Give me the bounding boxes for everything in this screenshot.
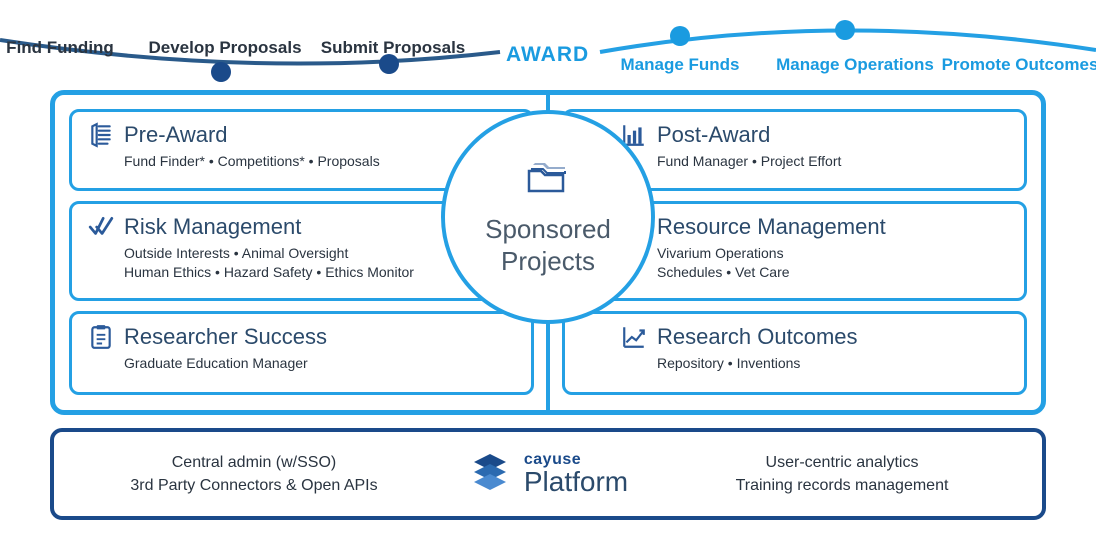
tl-manage-funds: Manage Funds — [620, 55, 739, 75]
card-sub-text: Graduate Education Manager — [88, 354, 515, 373]
center-line1: Sponsored — [485, 214, 611, 245]
center-line2: Projects — [485, 246, 611, 277]
platform-left-text: Central admin (w/SSO) 3rd Party Connecto… — [54, 451, 434, 497]
platform-brand: cayuse Platform — [434, 450, 662, 499]
tl-award: AWARD — [506, 43, 589, 67]
card-title-text: Pre-Award — [124, 122, 228, 148]
card-title-text: Research Outcomes — [657, 324, 858, 350]
tl-submit-proposals: Submit Proposals — [321, 38, 466, 58]
folders-icon — [523, 157, 573, 206]
card-title-text: Post-Award — [657, 122, 770, 148]
card-title-text: Resource Management — [657, 214, 886, 240]
platform-container: Central admin (w/SSO) 3rd Party Connecto… — [50, 428, 1046, 520]
platform-right-text: User-centric analytics Training records … — [662, 451, 1042, 497]
card-sub-text: Repository • Inventions — [581, 354, 1008, 373]
card-title-text: Researcher Success — [124, 324, 327, 350]
document-lines-icon — [88, 122, 114, 148]
tl-find-funding: Find Funding — [6, 38, 114, 58]
brand-bottom: Platform — [524, 468, 628, 496]
card-researcher-success: Researcher Success Graduate Education Ma… — [69, 311, 534, 395]
card-sub-text: Fund Finder* • Competitions* • Proposals — [88, 152, 515, 171]
lifecycle-timeline: Find Funding Develop Proposals Submit Pr… — [0, 0, 1096, 90]
tl-develop-proposals: Develop Proposals — [148, 38, 301, 58]
checkmarks-icon — [88, 214, 114, 240]
card-title-text: Risk Management — [124, 214, 301, 240]
card-research-outcomes: Research Outcomes Repository • Invention… — [562, 311, 1027, 395]
growth-arrow-icon — [621, 324, 647, 350]
layers-icon — [468, 450, 512, 499]
card-sub-text: Fund Manager • Project Effort — [581, 152, 1008, 171]
card-sub-text: Schedules • Vet Care — [581, 263, 1008, 282]
connector-bottom — [546, 310, 550, 415]
center-sponsored-projects: Sponsored Projects — [441, 110, 655, 324]
card-sub-text: Human Ethics • Hazard Safety • Ethics Mo… — [88, 263, 515, 282]
tl-manage-operations: Manage Operations — [776, 55, 934, 75]
tl-promote-outcomes: Promote Outcomes — [942, 55, 1096, 75]
clipboard-icon — [88, 324, 114, 350]
